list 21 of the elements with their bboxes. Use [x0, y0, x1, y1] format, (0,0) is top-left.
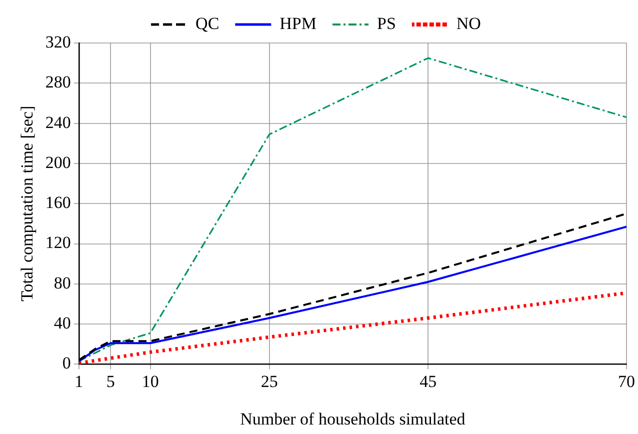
y-tick-label: 320 [45, 32, 71, 52]
y-tick-label: 160 [45, 193, 71, 212]
x-tick-label: 5 [106, 372, 115, 391]
x-tick-label: 25 [260, 372, 278, 391]
x-tick-label: 45 [420, 372, 437, 391]
y-tick-label: 120 [45, 233, 71, 252]
x-axis-title: Number of households simulated [240, 409, 466, 428]
y-tick-label: 40 [54, 314, 71, 333]
x-tick-label: 70 [618, 372, 635, 391]
y-tick-label: 200 [45, 152, 71, 172]
y-tick-label: 280 [45, 72, 71, 92]
legend-label: QC [196, 14, 220, 33]
legend-label: NO [456, 14, 481, 33]
legend-label: HPM [280, 14, 317, 33]
x-tick-label: 10 [142, 372, 159, 391]
y-tick-label: 80 [54, 273, 71, 292]
y-tick-label: 0 [62, 354, 71, 373]
y-tick-label: 240 [45, 112, 71, 132]
legend-label: PS [377, 14, 396, 33]
y-axis-title: Total computation time [sec] [18, 106, 37, 302]
x-tick-label: 1 [74, 372, 84, 391]
